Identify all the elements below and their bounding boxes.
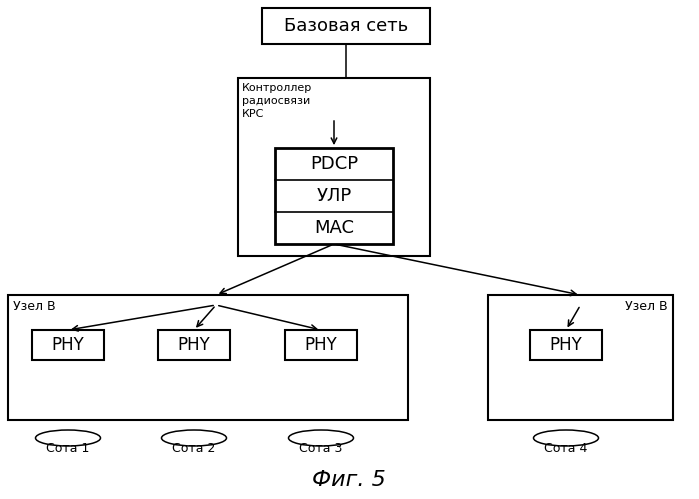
Text: PDCP: PDCP	[310, 155, 358, 173]
Text: Сота 1: Сота 1	[46, 442, 89, 455]
Text: PHY: PHY	[178, 336, 210, 354]
Text: MAC: MAC	[314, 219, 354, 237]
Bar	[158, 330, 230, 360]
Text: Сота 2: Сота 2	[173, 442, 216, 455]
Bar	[238, 78, 430, 256]
Bar	[275, 148, 393, 244]
Ellipse shape	[161, 430, 226, 446]
Text: Контроллер
радиосвязи
КРС: Контроллер радиосвязи КРС	[242, 83, 312, 119]
Text: Сота 3: Сота 3	[299, 442, 343, 455]
Text: Узел В: Узел В	[13, 300, 56, 313]
Text: PHY: PHY	[305, 336, 338, 354]
Text: УЛР: УЛР	[317, 187, 352, 205]
Bar	[530, 330, 602, 360]
Bar	[488, 295, 673, 420]
Bar	[32, 330, 104, 360]
Text: Фиг. 5: Фиг. 5	[312, 470, 386, 490]
Ellipse shape	[36, 430, 101, 446]
Ellipse shape	[533, 430, 598, 446]
Text: Сота 4: Сота 4	[545, 442, 588, 455]
Bar	[262, 8, 430, 44]
Bar	[285, 330, 357, 360]
Bar	[8, 295, 408, 420]
Text: Узел В: Узел В	[626, 300, 668, 313]
Text: PHY: PHY	[52, 336, 85, 354]
Ellipse shape	[289, 430, 354, 446]
Text: PHY: PHY	[549, 336, 582, 354]
Text: Базовая сеть: Базовая сеть	[284, 17, 408, 35]
